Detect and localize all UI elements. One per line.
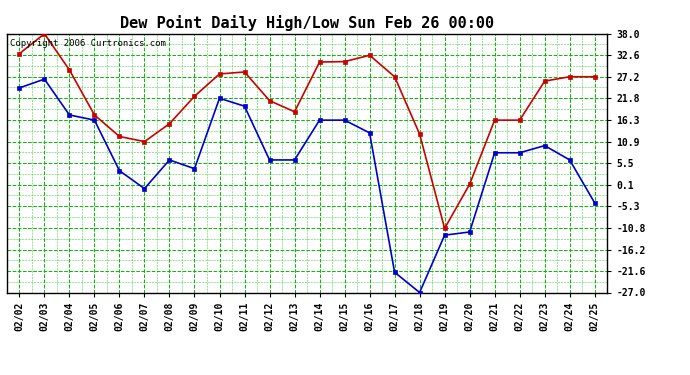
Title: Dew Point Daily High/Low Sun Feb 26 00:00: Dew Point Daily High/Low Sun Feb 26 00:0…: [120, 15, 494, 31]
Text: Copyright 2006 Curtronics.com: Copyright 2006 Curtronics.com: [10, 39, 166, 48]
